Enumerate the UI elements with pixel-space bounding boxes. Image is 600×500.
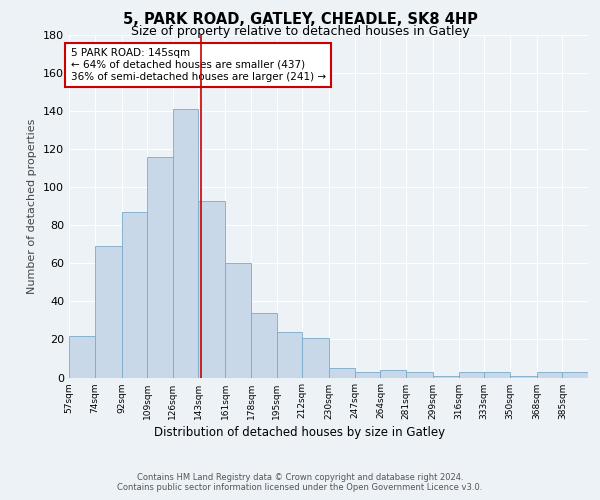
Text: 5, PARK ROAD, GATLEY, CHEADLE, SK8 4HP: 5, PARK ROAD, GATLEY, CHEADLE, SK8 4HP: [122, 12, 478, 28]
Text: Size of property relative to detached houses in Gatley: Size of property relative to detached ho…: [131, 25, 469, 38]
Bar: [380, 370, 406, 378]
Bar: [406, 372, 433, 378]
Bar: [69, 336, 95, 378]
Y-axis label: Number of detached properties: Number of detached properties: [28, 118, 37, 294]
Bar: [510, 376, 537, 378]
Bar: [147, 157, 173, 378]
Bar: [562, 372, 588, 378]
Bar: [458, 372, 484, 378]
Bar: [199, 200, 226, 378]
Bar: [302, 338, 329, 378]
Bar: [226, 264, 251, 378]
Bar: [537, 372, 562, 378]
Text: 5 PARK ROAD: 145sqm
← 64% of detached houses are smaller (437)
36% of semi-detac: 5 PARK ROAD: 145sqm ← 64% of detached ho…: [71, 48, 326, 82]
Bar: [251, 313, 277, 378]
Bar: [433, 376, 458, 378]
Bar: [329, 368, 355, 378]
Text: Distribution of detached houses by size in Gatley: Distribution of detached houses by size …: [154, 426, 446, 439]
Bar: [95, 246, 122, 378]
Bar: [355, 372, 380, 378]
Text: Contains HM Land Registry data © Crown copyright and database right 2024.
Contai: Contains HM Land Registry data © Crown c…: [118, 473, 482, 492]
Bar: [173, 109, 199, 378]
Bar: [277, 332, 302, 378]
Bar: [122, 212, 147, 378]
Bar: [484, 372, 510, 378]
